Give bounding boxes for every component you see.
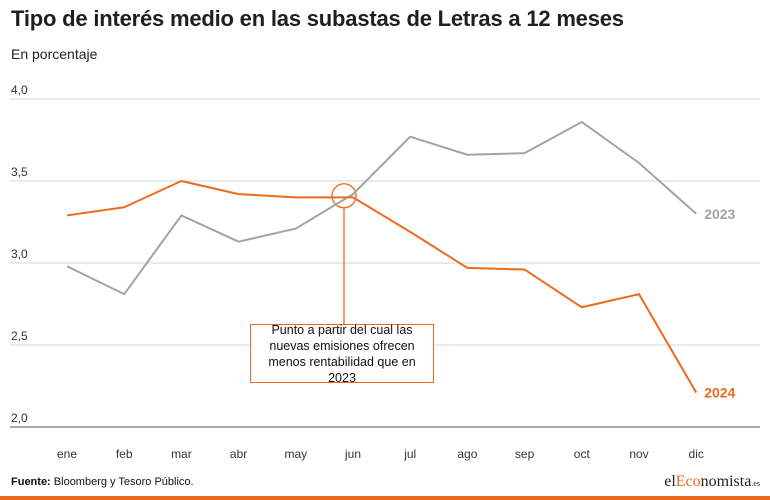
x-tick-label: abr	[230, 447, 247, 461]
x-tick-label: jun	[344, 447, 361, 461]
eleconomista-logo: elEconomista.es	[664, 473, 760, 490]
y-tick-label: 3,5	[11, 165, 28, 179]
x-tick-label: sep	[515, 447, 535, 461]
x-tick-label: oct	[574, 447, 591, 461]
x-tick-label: may	[284, 447, 307, 461]
x-tick-label: jul	[403, 447, 416, 461]
x-tick-label: ago	[457, 447, 477, 461]
chart-subtitle: En porcentaje	[11, 46, 98, 62]
series-end-label-2024: 2024	[704, 385, 735, 401]
annotation-marker	[331, 183, 357, 209]
y-tick-label: 4,0	[11, 83, 28, 97]
x-tick-label: mar	[171, 447, 192, 461]
annotation-box: Punto a partir del cual las nuevas emisi…	[250, 323, 434, 385]
chart-title: Tipo de interés medio en las subastas de…	[11, 6, 624, 31]
y-tick-label: 2,5	[11, 329, 28, 343]
x-axis-ticks: ene feb mar abr may jun jul ago sep oct nov dic	[57, 447, 704, 461]
source-note: Fuente: Bloomberg y Tesoro Público.	[11, 476, 194, 488]
x-tick-label: nov	[629, 447, 648, 461]
y-axis-ticks: 4,0 3,5 3,0 2,5 2,0	[11, 83, 28, 425]
grid-lines	[10, 98, 760, 428]
x-tick-label: feb	[116, 447, 133, 461]
x-tick-label: ene	[57, 447, 77, 461]
series-line-2023	[66, 120, 697, 296]
annotation-connector	[331, 183, 357, 324]
line-chart: 4,0 3,5 3,0 2,5 2,0 ene feb mar abr may jun jul ago…	[10, 83, 760, 461]
series-lines	[66, 120, 698, 394]
y-tick-label: 2,0	[11, 411, 28, 425]
series-end-labels: 2023 2024	[704, 206, 735, 401]
series-end-label-2023: 2023	[704, 206, 735, 222]
y-tick-label: 3,0	[11, 247, 28, 261]
bottom-accent-bar	[0, 496, 770, 500]
source-text: Bloomberg y Tesoro Público.	[50, 476, 194, 488]
x-tick-label: dic	[689, 447, 704, 461]
source-label: Fuente:	[11, 476, 51, 488]
series-line-2024	[66, 180, 698, 394]
